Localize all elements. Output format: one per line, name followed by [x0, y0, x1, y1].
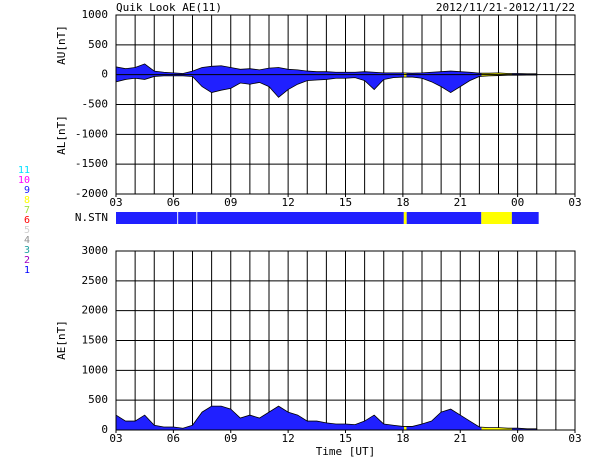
x-axis-label: Time [UT] [316, 445, 376, 458]
station-legend: 8 [24, 195, 30, 206]
y-tick-label: -2000 [75, 187, 108, 200]
station-segment [116, 212, 178, 224]
x-tick-label: 06 [167, 432, 180, 445]
x-tick-label: 21 [454, 196, 467, 209]
x-tick-label: 00 [511, 432, 524, 445]
x-tick-label: 15 [339, 196, 352, 209]
y-tick-label: -1500 [75, 157, 108, 170]
x-tick-label: 09 [224, 196, 237, 209]
x-tick-label: 12 [282, 196, 295, 209]
station-legend: 2 [24, 255, 30, 266]
y-tick-label: 0 [101, 68, 108, 81]
x-tick-label: 03 [109, 196, 122, 209]
x-tick-label: 21 [454, 432, 467, 445]
plot-frame [115, 14, 576, 195]
x-tick-label: 03 [568, 432, 581, 445]
bar-label: N.STN [75, 211, 108, 224]
y-tick-label: -1000 [75, 127, 108, 140]
station-legend: 4 [24, 235, 30, 246]
station-legend: 11 [18, 165, 30, 176]
station-legend: 1 [24, 265, 30, 276]
date-range: 2012/11/21-2012/11/22 [436, 1, 575, 14]
x-tick-label: 12 [282, 432, 295, 445]
x-tick-label: 03 [109, 432, 122, 445]
station-legend: 7 [24, 205, 30, 216]
y-tick-label: 0 [101, 423, 108, 436]
x-tick-label: 00 [511, 196, 524, 209]
y-tick-label: 2500 [82, 274, 109, 287]
station-segment [403, 212, 407, 224]
y-tick-label: 1000 [82, 363, 109, 376]
y-axis-label: AU[nT] [55, 25, 68, 65]
station-legend: 10 [18, 175, 30, 186]
area [115, 63, 538, 76]
plot-frame [115, 250, 576, 431]
station-legend: 5 [24, 225, 30, 236]
x-tick-label: 18 [396, 196, 409, 209]
y-axis-label: AL[nT] [55, 115, 68, 155]
x-tick-label: 03 [568, 196, 581, 209]
station-segment [178, 212, 197, 224]
area [115, 74, 538, 98]
station-legend: 6 [24, 215, 30, 226]
title: Quik Look AE(11) [116, 1, 222, 14]
y-tick-label: 500 [88, 393, 108, 406]
y-tick-label: 1000 [82, 8, 109, 21]
x-tick-label: 18 [396, 432, 409, 445]
x-tick-label: 09 [224, 432, 237, 445]
y-tick-label: 500 [88, 38, 108, 51]
station-segment [197, 212, 404, 224]
station-segment [406, 212, 482, 224]
y-tick-label: 2000 [82, 304, 109, 317]
station-segment [481, 212, 512, 224]
station-legend: 3 [24, 245, 30, 256]
station-segment [511, 212, 539, 224]
station-legend: 9 [24, 185, 30, 196]
y-tick-label: -500 [82, 98, 109, 111]
y-tick-label: 3000 [82, 244, 109, 257]
x-tick-label: 15 [339, 432, 352, 445]
y-axis-label: AE[nT] [55, 320, 68, 360]
x-tick-label: 06 [167, 196, 180, 209]
area [115, 405, 538, 431]
y-tick-label: 1500 [82, 334, 109, 347]
